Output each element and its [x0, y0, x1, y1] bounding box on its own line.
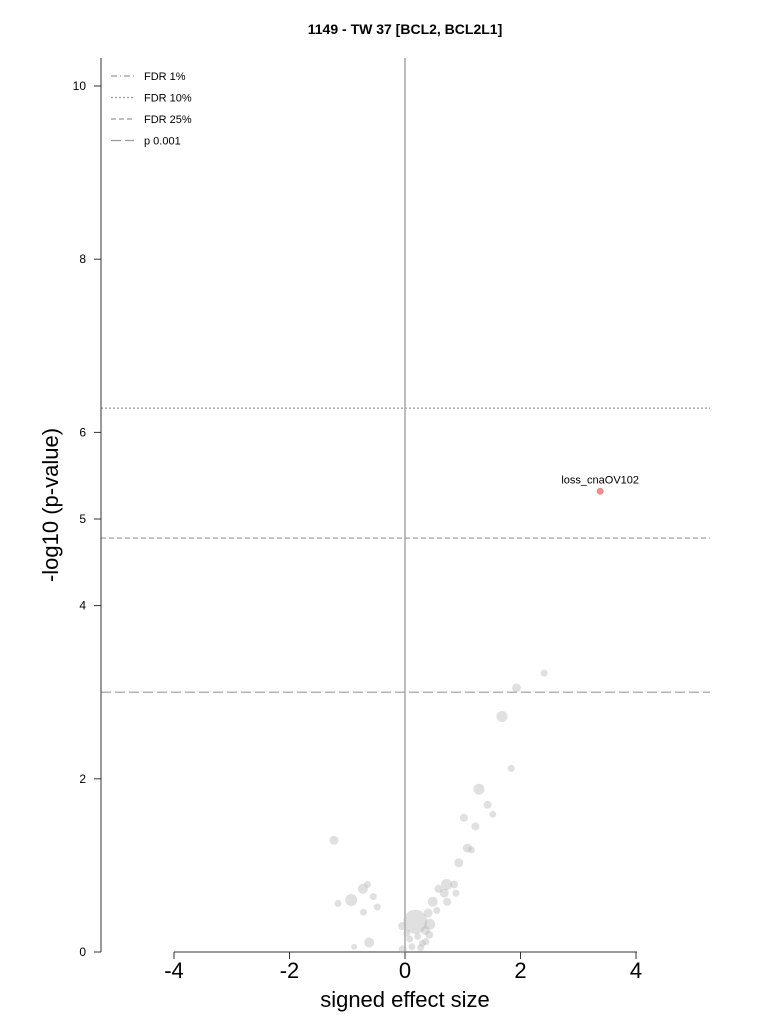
legend-label-p-0-001: p 0.001 — [144, 136, 181, 148]
data-point — [433, 906, 441, 914]
data-point — [408, 943, 416, 951]
data-point — [398, 922, 407, 931]
data-point — [417, 944, 425, 952]
data-point — [434, 884, 443, 893]
data-point — [452, 889, 460, 897]
data-point — [427, 896, 438, 907]
data-point — [359, 908, 367, 916]
data-point — [414, 932, 422, 940]
scatter-points — [329, 487, 604, 954]
x-tick-label-4: 4 — [630, 958, 642, 983]
x-tick-label-neg2: -2 — [280, 958, 300, 983]
y-tick-label-8: 8 — [79, 252, 86, 266]
annotations: loss_cnaOV102 — [561, 474, 639, 486]
data-point — [364, 937, 375, 948]
data-point — [363, 880, 371, 888]
data-point — [511, 683, 521, 693]
data-point — [441, 878, 453, 890]
y-tick-label-10: 10 — [73, 79, 87, 93]
y-tick-label-5: 5 — [79, 512, 86, 526]
legend-label-fdr-25: FDR 25% — [144, 114, 192, 126]
chart-title: 1149 - TW 37 [BCL2, BCL2L1] — [308, 21, 503, 37]
data-point — [398, 945, 407, 954]
data-point — [403, 929, 411, 937]
data-point — [329, 835, 339, 845]
data-point — [439, 888, 449, 898]
legend: FDR 1% FDR 10% FDR 25% p 0.001 — [111, 71, 192, 148]
data-point — [471, 822, 480, 831]
data-point — [459, 813, 468, 822]
data-point — [454, 858, 464, 868]
data-point — [423, 908, 433, 918]
data-point — [351, 943, 358, 950]
y-axis-label: -log10 (p-value) — [38, 428, 63, 582]
data-point — [473, 783, 485, 795]
y-tick-label-4: 4 — [79, 599, 86, 613]
threshold-lines — [101, 407, 710, 693]
data-point — [425, 930, 434, 939]
x-ticks: -4 -2 0 2 4 — [164, 952, 642, 983]
data-point — [424, 918, 436, 930]
data-point — [345, 894, 358, 907]
data-point — [403, 909, 428, 934]
y-tick-label-6: 6 — [79, 425, 86, 439]
data-point — [540, 669, 548, 677]
data-point — [483, 800, 492, 809]
y-tick-label-2: 2 — [79, 772, 86, 786]
data-point — [462, 843, 472, 853]
data-point — [334, 900, 342, 908]
y-ticks: 0 2 4 5 6 8 10 — [73, 79, 101, 959]
data-point — [406, 935, 414, 943]
x-tick-label-0: 0 — [399, 958, 411, 983]
legend-label-fdr-1: FDR 1% — [144, 71, 186, 83]
data-point — [357, 883, 368, 894]
data-point — [467, 846, 475, 854]
y-tick-label-0: 0 — [79, 945, 86, 959]
point-label: loss_cnaOV102 — [561, 474, 639, 486]
x-tick-label-neg4: -4 — [164, 958, 184, 983]
highlight-point — [596, 487, 604, 495]
data-point — [422, 938, 430, 946]
legend-label-fdr-10: FDR 10% — [144, 93, 192, 105]
data-point — [507, 764, 515, 772]
data-point — [489, 810, 497, 818]
x-tick-label-2: 2 — [514, 958, 526, 983]
data-point — [443, 897, 452, 906]
data-point — [420, 925, 430, 935]
data-point — [496, 710, 508, 722]
data-point — [373, 903, 381, 911]
data-point — [369, 893, 377, 901]
data-point — [450, 880, 459, 889]
x-axis-label: signed effect size — [320, 987, 490, 1012]
data-point — [418, 939, 426, 947]
